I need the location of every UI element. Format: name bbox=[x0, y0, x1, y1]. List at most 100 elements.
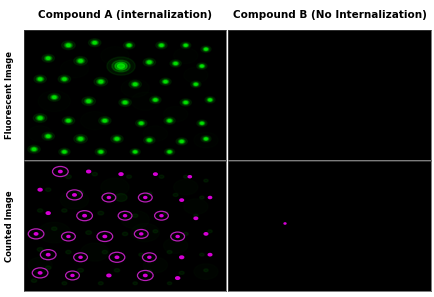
Circle shape bbox=[194, 83, 197, 85]
Circle shape bbox=[66, 119, 71, 122]
Circle shape bbox=[194, 217, 197, 219]
Circle shape bbox=[33, 148, 36, 150]
Circle shape bbox=[202, 47, 209, 51]
Circle shape bbox=[164, 117, 175, 124]
Circle shape bbox=[283, 223, 285, 224]
Circle shape bbox=[151, 97, 159, 102]
Circle shape bbox=[38, 188, 42, 191]
Circle shape bbox=[180, 140, 183, 142]
Circle shape bbox=[38, 222, 70, 243]
Circle shape bbox=[79, 256, 82, 258]
Circle shape bbox=[62, 77, 67, 81]
Circle shape bbox=[208, 254, 211, 256]
Circle shape bbox=[198, 121, 205, 125]
Circle shape bbox=[143, 137, 155, 144]
Circle shape bbox=[85, 99, 91, 103]
Circle shape bbox=[62, 41, 75, 50]
Circle shape bbox=[143, 197, 147, 198]
Circle shape bbox=[132, 150, 138, 154]
Circle shape bbox=[176, 138, 187, 145]
Circle shape bbox=[139, 122, 142, 124]
Circle shape bbox=[86, 170, 90, 173]
Circle shape bbox=[160, 215, 163, 217]
Circle shape bbox=[46, 266, 51, 269]
Circle shape bbox=[133, 151, 137, 153]
Circle shape bbox=[131, 223, 159, 242]
Circle shape bbox=[46, 188, 51, 192]
Circle shape bbox=[66, 43, 71, 47]
Circle shape bbox=[193, 83, 197, 86]
Circle shape bbox=[180, 99, 191, 106]
Circle shape bbox=[133, 282, 137, 285]
Circle shape bbox=[130, 148, 140, 155]
Circle shape bbox=[103, 235, 106, 238]
Circle shape bbox=[98, 282, 103, 285]
Circle shape bbox=[199, 253, 204, 256]
Circle shape bbox=[59, 148, 70, 156]
Circle shape bbox=[159, 44, 164, 47]
Circle shape bbox=[88, 39, 101, 47]
Circle shape bbox=[38, 91, 70, 112]
Circle shape bbox=[135, 120, 147, 127]
Circle shape bbox=[199, 196, 204, 199]
Circle shape bbox=[179, 271, 184, 274]
Circle shape bbox=[159, 175, 164, 178]
Circle shape bbox=[34, 233, 38, 235]
Circle shape bbox=[153, 173, 157, 175]
Circle shape bbox=[61, 149, 68, 154]
Circle shape bbox=[146, 192, 151, 195]
Circle shape bbox=[143, 274, 147, 277]
Circle shape bbox=[137, 121, 145, 126]
Circle shape bbox=[138, 253, 143, 256]
Circle shape bbox=[143, 126, 167, 141]
Circle shape bbox=[76, 136, 85, 142]
Circle shape bbox=[37, 77, 43, 81]
Circle shape bbox=[194, 264, 217, 279]
Circle shape bbox=[33, 114, 47, 122]
Circle shape bbox=[153, 98, 158, 101]
Circle shape bbox=[53, 96, 56, 98]
Circle shape bbox=[193, 214, 197, 217]
Circle shape bbox=[126, 175, 131, 178]
Circle shape bbox=[36, 115, 44, 121]
Circle shape bbox=[42, 54, 54, 62]
Text: Counted Image: Counted Image bbox=[5, 190, 13, 262]
Circle shape bbox=[183, 67, 207, 83]
Circle shape bbox=[98, 211, 103, 215]
Circle shape bbox=[28, 145, 40, 153]
Circle shape bbox=[182, 43, 189, 48]
Circle shape bbox=[121, 79, 149, 97]
Circle shape bbox=[147, 139, 151, 142]
Circle shape bbox=[91, 40, 99, 45]
Circle shape bbox=[115, 256, 118, 258]
Circle shape bbox=[122, 232, 128, 236]
Circle shape bbox=[207, 99, 212, 101]
Circle shape bbox=[167, 282, 171, 285]
Circle shape bbox=[82, 214, 86, 217]
Circle shape bbox=[167, 119, 171, 122]
Circle shape bbox=[163, 106, 187, 122]
Circle shape bbox=[46, 57, 49, 59]
Circle shape bbox=[145, 60, 153, 65]
Circle shape bbox=[60, 77, 68, 82]
Circle shape bbox=[173, 62, 178, 65]
Circle shape bbox=[199, 122, 204, 125]
Circle shape bbox=[208, 99, 211, 101]
Circle shape bbox=[87, 100, 90, 102]
Circle shape bbox=[134, 151, 136, 153]
Circle shape bbox=[139, 233, 142, 235]
Circle shape bbox=[101, 118, 108, 123]
Circle shape bbox=[112, 60, 130, 72]
Circle shape bbox=[92, 41, 97, 45]
Circle shape bbox=[149, 96, 161, 103]
Circle shape bbox=[196, 63, 207, 69]
Circle shape bbox=[147, 270, 151, 273]
Circle shape bbox=[166, 150, 172, 154]
Circle shape bbox=[62, 209, 67, 212]
Circle shape bbox=[194, 132, 217, 148]
Circle shape bbox=[123, 42, 135, 49]
Circle shape bbox=[78, 268, 83, 272]
Circle shape bbox=[114, 137, 119, 140]
Circle shape bbox=[66, 250, 71, 254]
Circle shape bbox=[79, 138, 82, 140]
